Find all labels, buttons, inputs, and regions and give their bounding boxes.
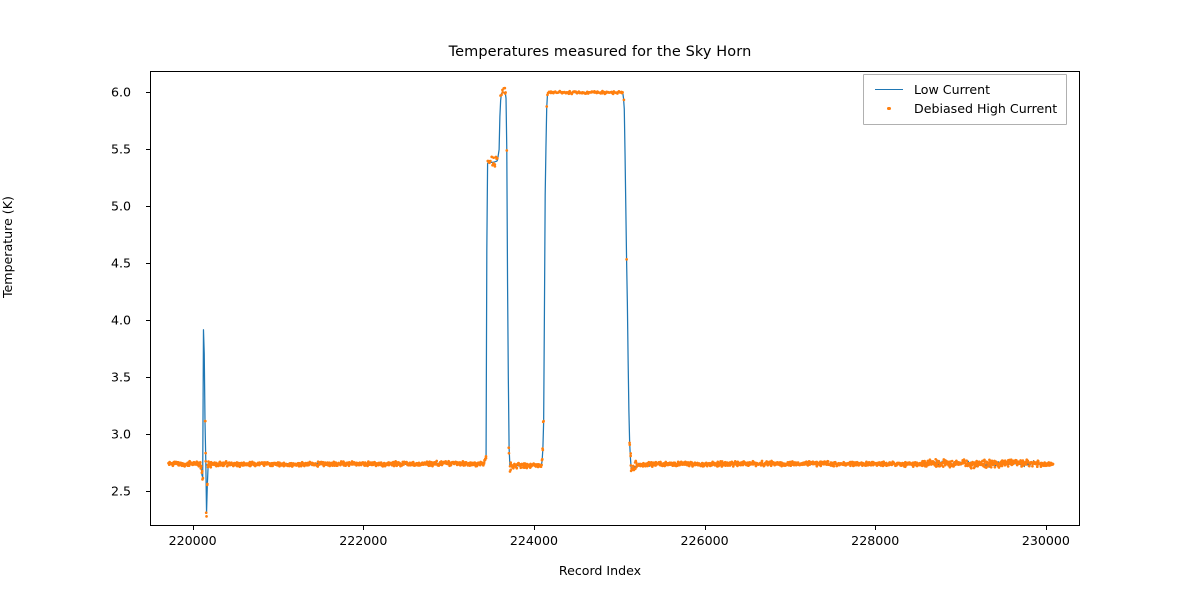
y-tick-mark (146, 91, 150, 93)
legend-label-low-current: Low Current (914, 82, 991, 97)
y-tick-mark (146, 262, 150, 264)
x-tick-mark (704, 526, 706, 530)
x-tick-label: 228000 (851, 533, 900, 548)
x-tick-label: 224000 (509, 533, 558, 548)
legend-entry-debiased-high-current[interactable]: Debiased High Current (873, 99, 1057, 118)
y-tick-label: 3.0 (110, 426, 131, 442)
legend-label-debiased-high-current: Debiased High Current (914, 101, 1058, 116)
x-tick-label: 220000 (168, 533, 217, 548)
plot-canvas (167, 86, 1055, 518)
y-tick-mark (146, 376, 150, 378)
x-axis-label: Record Index (558, 563, 642, 578)
y-tick-mark (146, 319, 150, 321)
x-tick-mark (1045, 526, 1047, 530)
line-marker-icon (875, 88, 903, 91)
y-tick-mark (146, 148, 150, 150)
legend-entry-low-current[interactable]: Low Current (873, 80, 1057, 99)
x-tick-mark (533, 526, 536, 530)
y-tick-label: 6.0 (110, 84, 131, 100)
plot-area (150, 71, 1080, 526)
x-tick-label: 222000 (339, 533, 388, 548)
legend-line-swatch-icon (873, 84, 905, 96)
y-tick-label: 5.0 (110, 198, 131, 214)
chart-title: Temperatures measured for the Sky Horn (448, 44, 752, 60)
series-debiased-high-current (167, 86, 1055, 518)
y-tick-mark (146, 433, 150, 435)
y-tick-label: 3.5 (110, 369, 131, 385)
x-tick-mark (192, 526, 194, 530)
y-tick-label: 2.5 (110, 483, 131, 499)
legend: Low Current Debiased High Current (863, 74, 1068, 125)
series-low-current (168, 91, 1054, 514)
y-tick-label: 5.5 (110, 141, 131, 157)
x-tick-label: 230000 (1021, 533, 1070, 548)
x-tick-label: 226000 (680, 533, 729, 548)
y-tick-mark (146, 490, 150, 492)
low-current-line (168, 91, 1054, 514)
y-tick-mark (146, 205, 150, 207)
y-tick-label: 4.5 (110, 255, 131, 271)
debiased-high-current-points (167, 86, 1055, 518)
x-tick-mark (363, 526, 365, 530)
legend-dot-swatch-icon (873, 103, 905, 115)
y-tick-label: 4.0 (110, 312, 131, 328)
point-marker-icon (887, 106, 891, 111)
x-tick-mark (875, 526, 877, 530)
